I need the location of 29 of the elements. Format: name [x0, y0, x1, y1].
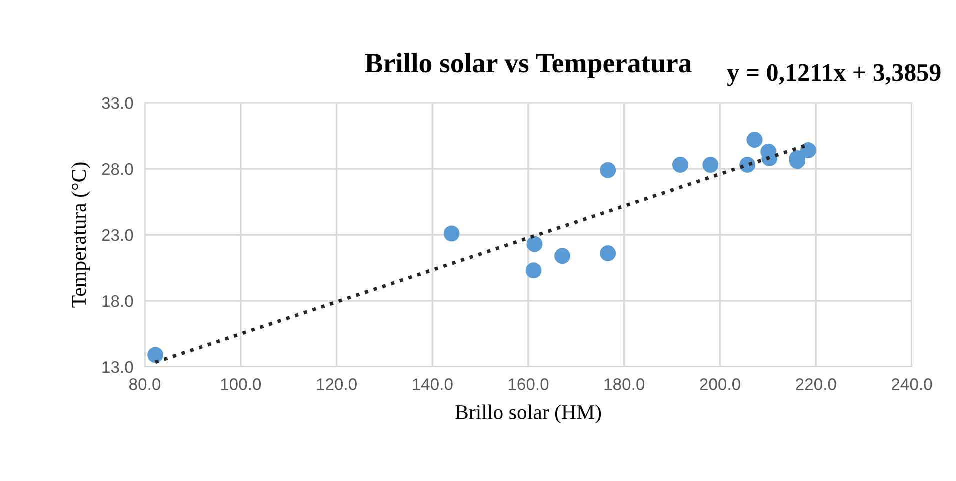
y-tick-label: 13.0	[102, 361, 134, 374]
x-tick-label: 160.0	[508, 378, 549, 390]
x-tick-label: 180.0	[604, 378, 645, 390]
point	[526, 236, 543, 252]
point	[148, 347, 164, 364]
point	[702, 157, 719, 174]
text: y = 0,1211x + 3,3859	[727, 64, 941, 86]
point	[526, 262, 542, 279]
point	[554, 248, 571, 264]
point	[672, 157, 688, 174]
point	[600, 162, 616, 178]
chart-title: Brillo solar vs Temperatura	[365, 53, 692, 78]
x-axis-title: Brillo solar (HM)	[456, 404, 602, 424]
y-tick-label: 18.0	[102, 295, 134, 308]
point	[600, 246, 616, 262]
point	[746, 132, 763, 148]
x-tick-label: 80.0	[130, 378, 161, 390]
point	[800, 142, 816, 158]
x-tick-label: 220.0	[796, 378, 836, 390]
y-tick-label: 28.0	[102, 163, 134, 176]
x-tick-label: 140.0	[413, 378, 453, 390]
x-tick-label: 200.0	[700, 378, 740, 390]
point	[444, 226, 460, 242]
y-tick-label: 23.0	[102, 229, 134, 242]
x-tick-label: 240.0	[892, 378, 932, 390]
y-axis-title: Temperatura (°C)	[71, 162, 90, 308]
x-tick-label: 120.0	[317, 378, 357, 390]
y-tick-label: 33.0	[102, 97, 134, 110]
x-tick-label: 100.0	[221, 378, 262, 390]
